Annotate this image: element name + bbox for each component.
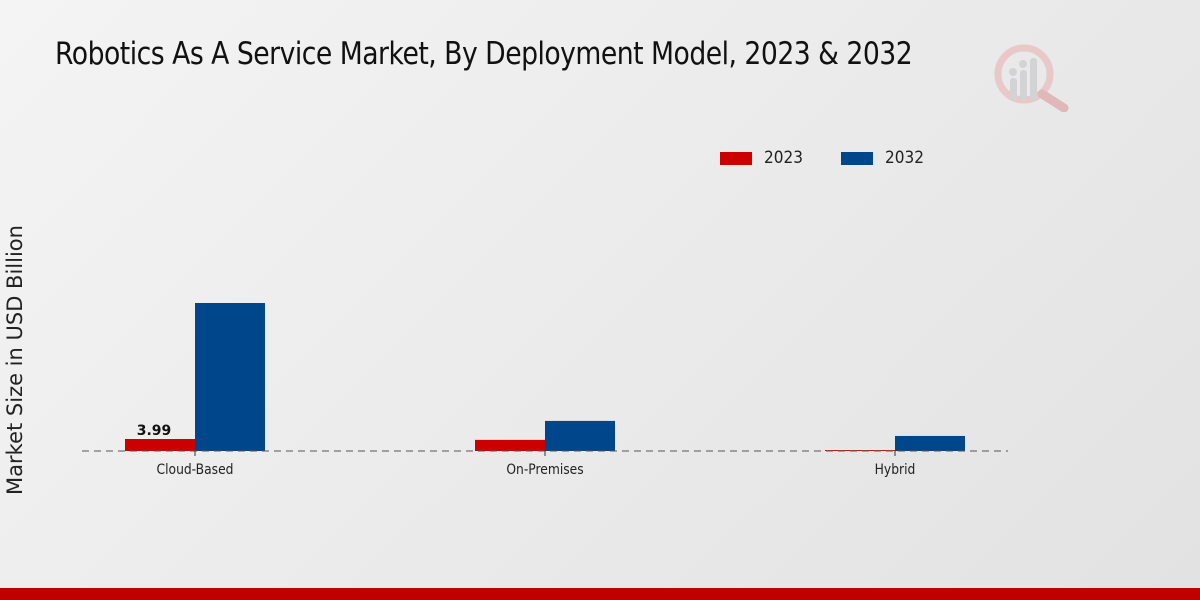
x-tick-label: Cloud-Based <box>157 462 234 478</box>
bar-2023-cloud-based <box>125 438 195 451</box>
bar-2023-hybrid <box>825 450 895 451</box>
bar-2032-on-premises <box>545 420 615 451</box>
data-label: 3.99 <box>137 423 172 439</box>
legend-label-2023: 2023 <box>764 148 803 168</box>
legend: 2023 2032 <box>720 148 963 168</box>
legend-item-2032[interactable]: 2032 <box>841 148 928 168</box>
bars-group <box>125 303 965 451</box>
legend-swatch-2023 <box>720 151 752 165</box>
x-ticks-group: Cloud-Based On-Premises Hybrid <box>157 451 916 478</box>
legend-swatch-2032 <box>841 151 874 165</box>
bar-2023-on-premises <box>475 439 545 451</box>
bar-2032-cloud-based <box>195 303 265 451</box>
bar-2032-hybrid <box>895 435 965 451</box>
footer-bar <box>0 588 1200 600</box>
x-tick-label: Hybrid <box>875 462 916 478</box>
x-tick-label: On-Premises <box>506 462 583 478</box>
legend-item-2023[interactable]: 2023 <box>720 148 807 168</box>
legend-label-2032: 2032 <box>885 148 925 168</box>
labels-group: 3.99 <box>137 423 172 439</box>
market-research-magnifier-logo-icon <box>992 42 1072 113</box>
chart-title: Robotics As A Service Market, By Deploym… <box>55 36 913 72</box>
